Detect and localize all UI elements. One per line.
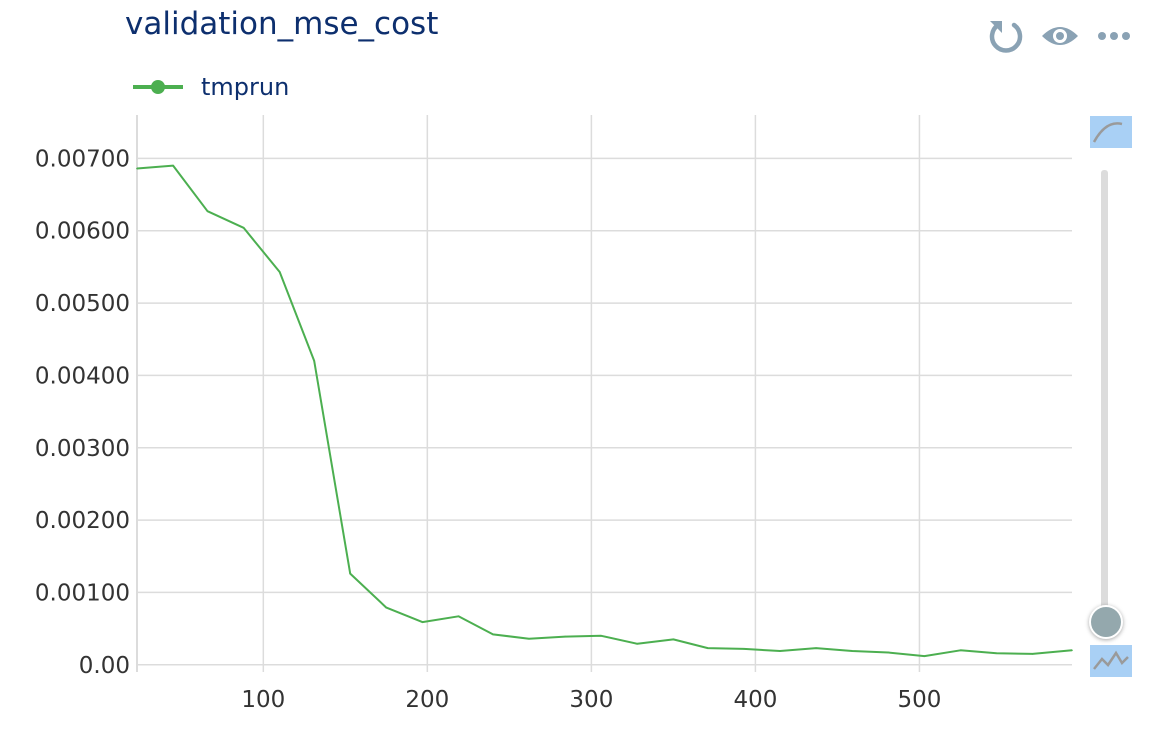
data-point	[887, 651, 890, 654]
data-point	[278, 271, 281, 273]
smooth-curve-icon	[1092, 122, 1123, 143]
y-tick-label: 0.00200	[35, 508, 130, 534]
series-line-tmprun	[136, 164, 1073, 658]
y-tick-label: 0.00	[79, 653, 130, 679]
data-point	[313, 360, 315, 362]
chart-title: validation_mse_cost	[125, 6, 439, 42]
data-point	[349, 572, 352, 575]
data-point	[779, 650, 781, 652]
x-tick-label: 200	[405, 687, 449, 713]
raw-data-toggle-button[interactable]	[1090, 645, 1132, 677]
data-point	[995, 652, 998, 654]
y-tick-label: 0.00100	[35, 580, 130, 606]
visibility-button[interactable]	[1040, 16, 1080, 56]
chart-legend: tmprun	[133, 73, 289, 101]
data-point	[206, 210, 209, 213]
y-tick-label: 0.00600	[35, 219, 130, 245]
x-tick-label: 400	[733, 687, 777, 713]
y-tick-label: 0.00700	[35, 146, 130, 172]
smoothing-slider-handle[interactable]	[1089, 605, 1123, 639]
y-tick-label: 0.00300	[35, 436, 130, 462]
y-tick-label: 0.00400	[35, 363, 130, 389]
data-point	[707, 647, 709, 649]
data-point	[1071, 649, 1073, 652]
x-tick-label: 100	[241, 687, 285, 713]
data-point	[1031, 653, 1034, 655]
more-icon	[1098, 32, 1130, 40]
data-point	[923, 655, 926, 657]
data-point	[743, 648, 745, 650]
data-point	[421, 621, 424, 623]
data-point	[851, 650, 853, 652]
data-point	[959, 649, 962, 652]
data-point	[136, 167, 138, 170]
smoothing-slider-track[interactable]	[1101, 170, 1108, 620]
data-point	[457, 615, 460, 618]
x-tick-label: 500	[897, 687, 941, 713]
data-point	[528, 637, 530, 640]
data-point	[492, 633, 494, 636]
data-point	[564, 635, 566, 638]
chart-toolbar	[986, 16, 1134, 56]
raw-line-icon	[1093, 650, 1129, 670]
data-point	[242, 227, 245, 229]
smoothing-toggle-button[interactable]	[1090, 116, 1132, 148]
eye-icon	[1042, 27, 1078, 45]
legend-label: tmprun	[201, 73, 290, 101]
data-point	[815, 647, 817, 649]
data-point	[385, 606, 388, 609]
legend-swatch-icon	[133, 80, 183, 94]
x-tick-label: 300	[569, 687, 613, 713]
data-point	[672, 638, 675, 641]
more-options-button[interactable]	[1094, 16, 1134, 56]
data-point	[636, 642, 639, 645]
reload-icon	[989, 21, 1023, 53]
reload-button[interactable]	[986, 16, 1026, 56]
data-point	[172, 164, 174, 167]
y-tick-label: 0.00500	[35, 291, 130, 317]
data-point	[600, 635, 603, 637]
